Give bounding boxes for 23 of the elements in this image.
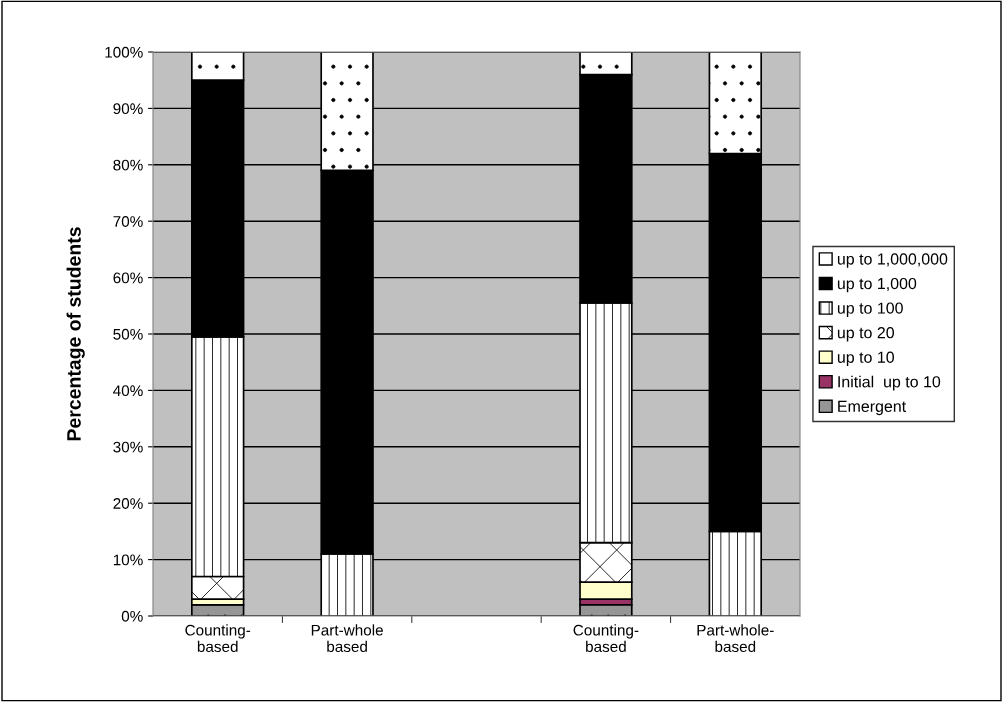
legend-label: up to 1,000,000: [837, 253, 948, 268]
legend-label: Initial up to 10: [838, 375, 941, 391]
y-tick-label: 70%: [113, 216, 143, 227]
y-tick-label: 100%: [105, 46, 143, 58]
legend-label: up to 100: [837, 302, 903, 317]
y-axis-title: Percentage of students: [66, 227, 85, 441]
y-tick-label: 0%: [121, 610, 143, 622]
y-tick-label: 60%: [113, 272, 143, 284]
y-tick-label: 30%: [113, 441, 143, 453]
legend-label: up to 1,000: [837, 277, 917, 293]
y-tick-label: 40%: [113, 385, 143, 397]
y-tick-label: 20%: [113, 498, 143, 509]
y-tick-label: 50%: [113, 328, 143, 340]
x-tick-label: Part-whole- based: [697, 624, 774, 653]
legend-label: up to 10: [837, 351, 894, 367]
x-tick-label: Part-whole based: [311, 624, 383, 653]
legend-label: Emergent: [838, 400, 907, 416]
y-tick-label: 80%: [113, 159, 143, 171]
y-tick-label: 90%: [113, 103, 143, 115]
y-tick-label: 10%: [113, 554, 143, 566]
x-tick-label: Counting- based: [185, 624, 251, 653]
x-tick-label: Counting- based: [573, 624, 639, 653]
legend-label: up to 20: [837, 327, 894, 342]
